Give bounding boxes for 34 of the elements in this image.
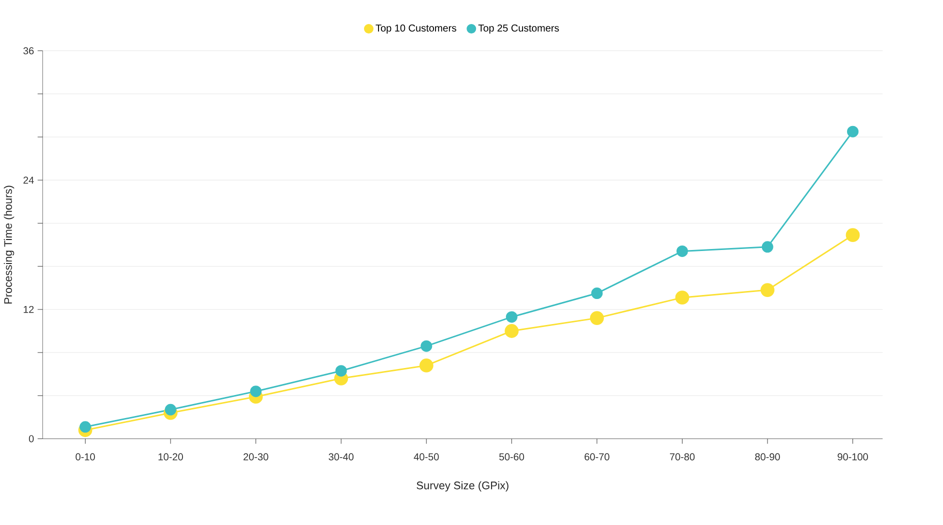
point [419, 358, 434, 372]
legend-label: Top 25 Customers [478, 24, 559, 34]
x-tick-label: 0-10 [76, 453, 95, 460]
y-axis-title: Processing Time (hours) [4, 186, 14, 304]
point [847, 126, 859, 138]
point [846, 228, 860, 242]
point [675, 290, 690, 305]
x-tick-label: 60-70 [584, 453, 610, 460]
x-tick-label: 20-30 [244, 453, 268, 460]
x-tick-label: 30-40 [328, 453, 354, 460]
y-tick-label: 36 [23, 47, 34, 54]
point [420, 340, 432, 352]
point [762, 241, 774, 253]
x-axis-title: Survey Size (GPix) [416, 481, 508, 492]
point [676, 245, 688, 257]
legend-label: Top 10 Customers [376, 24, 456, 34]
x-tick-label: 40-50 [414, 453, 439, 460]
y-tick-label: 0 [28, 435, 34, 442]
point [250, 386, 262, 398]
point [164, 404, 176, 416]
x-tick-label: 10-20 [158, 453, 183, 460]
point [80, 421, 92, 433]
point [590, 311, 604, 326]
x-tick-label: 50-60 [499, 453, 524, 460]
x-tick-label: 80-90 [755, 453, 780, 460]
x-tick-label: 70-80 [670, 453, 695, 460]
y-tick-label: 24 [24, 176, 34, 184]
point [591, 288, 603, 300]
point [760, 283, 774, 297]
point [504, 324, 519, 338]
x-tick-label: 90-100 [838, 453, 868, 460]
point [335, 365, 347, 377]
point [506, 311, 518, 323]
y-tick-label: 12 [24, 306, 34, 313]
